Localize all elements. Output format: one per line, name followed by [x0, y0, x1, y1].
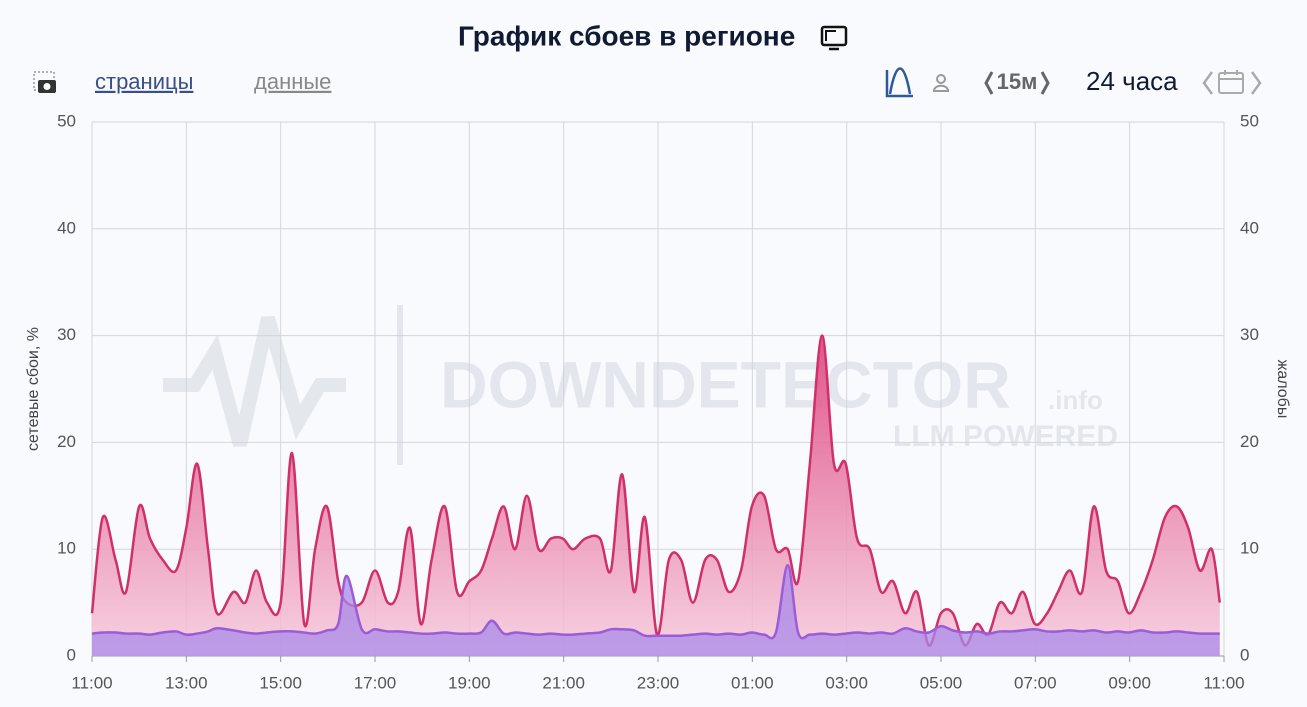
pages-tab[interactable]: страницы	[95, 69, 193, 94]
x-tick-label: 21:00	[542, 673, 585, 692]
y-tick-label: 40	[57, 218, 76, 237]
x-tick-label: 15:00	[259, 673, 302, 692]
x-tick-label: 11:00	[71, 673, 112, 692]
x-tick-label: 11:00	[1203, 673, 1244, 692]
period[interactable]: 24 часа	[1086, 66, 1178, 96]
y2-tick-label: 10	[1240, 539, 1259, 558]
watermark-suffix: .info	[1048, 385, 1103, 415]
y2-tick-label: 20	[1240, 432, 1259, 451]
x-tick-label: 09:00	[1108, 673, 1151, 692]
watermark: DOWNDETECTOR .info LLM POWERED	[163, 305, 1118, 465]
interval-prev[interactable]	[984, 71, 994, 95]
y2-axis-label: жалобы	[1274, 360, 1291, 419]
x-tick-label: 03:00	[825, 673, 868, 692]
x-tick-label: 13:00	[165, 673, 208, 692]
chart-title: График сбоев в регионе	[458, 20, 795, 51]
x-tick-label: 01:00	[731, 673, 774, 692]
watermark-brand: DOWNDETECTOR	[440, 347, 1011, 421]
data-tab[interactable]: данные	[254, 69, 331, 94]
period-next[interactable]	[1250, 71, 1262, 95]
x-tick-label: 19:00	[448, 673, 491, 692]
y-tick-label: 0	[67, 645, 76, 664]
y2-tick-label: 0	[1240, 645, 1249, 664]
y2-tick-label: 30	[1240, 325, 1259, 344]
y2-tick-label: 50	[1240, 111, 1259, 130]
watermark-tagline: LLM POWERED	[893, 420, 1118, 453]
interval-next[interactable]	[1040, 71, 1050, 95]
user-toggle[interactable]	[932, 74, 950, 92]
y-tick-label: 10	[57, 539, 76, 558]
x-tick-label: 07:00	[1014, 673, 1057, 692]
monitor-icon	[820, 25, 848, 51]
series-area	[92, 335, 1220, 656]
screenshot-button[interactable]	[33, 71, 56, 93]
x-tick-label: 23:00	[637, 673, 680, 692]
curve-toggle[interactable]	[885, 67, 913, 98]
y-tick-label: 30	[57, 325, 76, 344]
calendar-button[interactable]	[1218, 70, 1244, 94]
interval[interactable]: 15м	[997, 69, 1038, 94]
y-tick-label: 50	[57, 111, 76, 130]
series-area	[92, 565, 1220, 656]
series-line	[90, 334, 1221, 647]
y2-tick-label: 40	[1240, 218, 1259, 237]
period-prev[interactable]	[1202, 71, 1214, 95]
x-tick-label: 05:00	[920, 673, 963, 692]
x-tick-label: 17:00	[354, 673, 397, 692]
y-axis-label: сетевые сбои, %	[25, 327, 42, 451]
series-line	[91, 563, 1220, 640]
y-tick-label: 20	[57, 432, 76, 451]
